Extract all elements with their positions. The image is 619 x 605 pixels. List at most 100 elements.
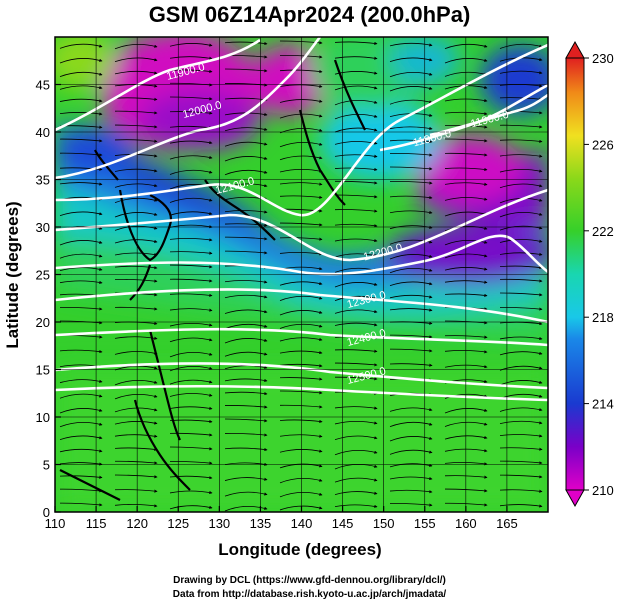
streamline	[499, 420, 543, 425]
streamline	[279, 168, 323, 173]
streamline	[444, 152, 488, 157]
credit-data: Data from http://database.rish.kyoto-u.a…	[172, 589, 447, 600]
streamline	[499, 183, 543, 189]
streamline	[389, 42, 433, 47]
x-tick-label: 165	[496, 516, 518, 531]
streamline	[169, 322, 213, 327]
streamline	[59, 98, 103, 103]
streamline	[499, 252, 543, 256]
streamline	[334, 295, 378, 301]
streamline	[389, 281, 433, 286]
streamline	[114, 306, 158, 311]
streamline	[114, 279, 158, 283]
streamline	[114, 70, 158, 75]
streamline	[59, 475, 103, 479]
streamline	[114, 407, 158, 413]
streamline	[59, 253, 103, 259]
streamline	[224, 405, 268, 409]
streamline	[444, 435, 488, 440]
streamline	[169, 251, 213, 255]
streamline	[389, 153, 433, 157]
streamline	[224, 432, 268, 437]
streamline	[389, 166, 433, 171]
streamline	[169, 278, 213, 283]
streamline	[444, 502, 488, 507]
streamline	[279, 363, 323, 368]
streamline	[389, 239, 433, 245]
streamline	[59, 421, 103, 428]
y-axis-label: Latitude (degrees)	[3, 201, 22, 348]
streamline	[444, 335, 488, 339]
colorbar-tick-label: 214	[592, 397, 614, 412]
streamline	[114, 43, 158, 50]
streamline	[114, 252, 158, 257]
streamline	[444, 58, 488, 64]
colorbar-tick-label: 218	[592, 310, 614, 325]
streamline	[59, 448, 103, 453]
streamline	[224, 41, 268, 46]
streamline	[499, 168, 543, 173]
streamline	[224, 391, 268, 396]
streamline	[169, 505, 213, 510]
streamline	[499, 292, 543, 297]
streamline	[279, 478, 323, 484]
streamline	[59, 408, 103, 414]
streamline	[389, 99, 433, 105]
streamline	[224, 365, 268, 370]
streamline	[334, 71, 378, 75]
streamline	[389, 210, 433, 214]
streamline	[114, 351, 158, 355]
streamline	[169, 475, 213, 480]
streamline	[389, 254, 433, 260]
x-tick-label: 120	[126, 516, 148, 531]
streamline	[169, 446, 213, 451]
streamline	[389, 139, 433, 144]
streamline	[169, 337, 213, 343]
streamline	[169, 111, 213, 115]
streamline	[389, 71, 433, 78]
streamline	[224, 338, 268, 344]
streamline	[334, 114, 378, 120]
streamline	[114, 365, 158, 371]
y-tick-label: 20	[36, 315, 50, 330]
streamline	[389, 181, 433, 185]
streamline	[279, 377, 323, 381]
streamline	[444, 240, 488, 246]
streamline	[389, 308, 433, 312]
colorbar-tick-label: 226	[592, 137, 614, 152]
streamline	[59, 502, 103, 507]
streamline	[499, 212, 543, 218]
streamline	[389, 407, 433, 412]
streamline	[114, 460, 158, 465]
height-contours	[55, 37, 548, 402]
streamline	[279, 182, 323, 186]
streamline	[389, 421, 433, 428]
credit-drawing: Drawing by DCL (https://www.gfd-dennou.o…	[173, 575, 446, 586]
streamline	[444, 320, 488, 325]
streamline	[389, 503, 433, 507]
streamline	[114, 394, 158, 400]
streamline	[59, 112, 103, 116]
streamline	[59, 267, 103, 272]
streamline	[334, 100, 378, 106]
streamline	[224, 141, 268, 147]
lat-lon-grid	[55, 37, 548, 512]
streamline	[279, 505, 323, 511]
streamline	[334, 154, 378, 158]
streamline	[444, 43, 488, 49]
streamline	[59, 393, 103, 399]
x-axis-ticks: 110 115 120 125 130 135 140 145 150 155 160 165	[45, 506, 518, 531]
y-axis-ticks: 0 5 10 15 20 25 30 35 40 45	[36, 78, 61, 520]
y-tick-label: 0	[43, 505, 50, 520]
streamline	[224, 294, 268, 299]
streamline	[444, 448, 488, 453]
streamline	[279, 54, 323, 59]
streamline	[334, 420, 378, 425]
streamline	[334, 238, 378, 243]
streamline	[334, 41, 378, 45]
x-tick-label: 145	[332, 516, 354, 531]
streamline	[444, 98, 488, 103]
streamline	[224, 280, 268, 284]
streamline	[444, 364, 488, 369]
streamline	[114, 97, 158, 101]
